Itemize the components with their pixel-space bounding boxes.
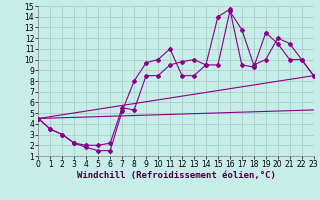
X-axis label: Windchill (Refroidissement éolien,°C): Windchill (Refroidissement éolien,°C): [76, 171, 276, 180]
